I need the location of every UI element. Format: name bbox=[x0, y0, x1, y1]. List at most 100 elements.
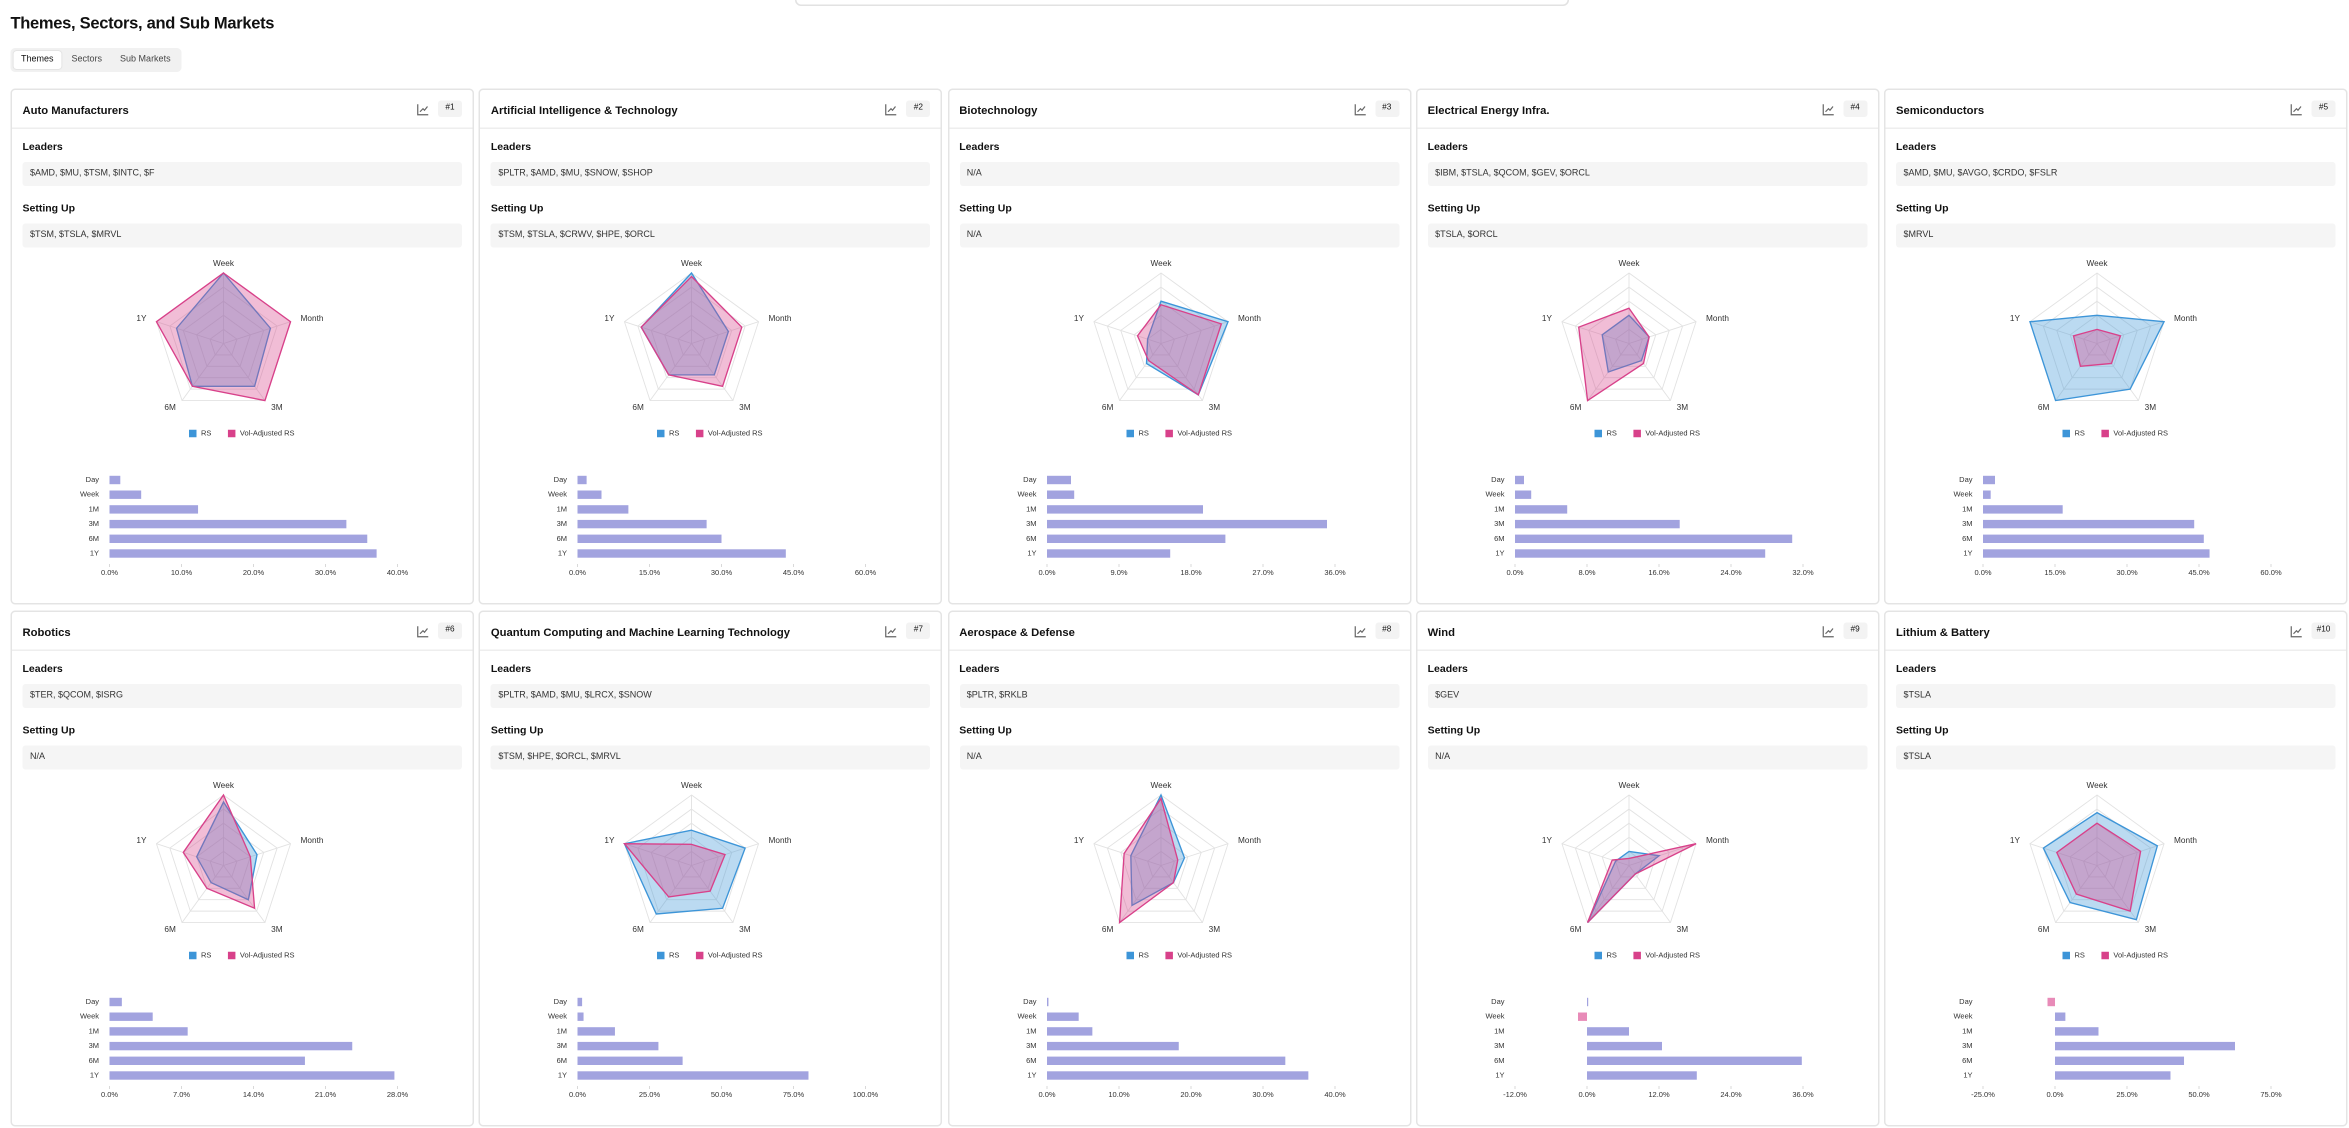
radar-spoke bbox=[1159, 343, 1203, 401]
radar-axis-label: 3M bbox=[271, 925, 283, 934]
leaders-box: $PLTR, $AMD, $MU, $LRCX, $SNOW bbox=[490, 684, 931, 708]
legend-label: Vol-Adjusted RS bbox=[1645, 428, 1700, 437]
legend-swatch bbox=[227, 429, 236, 438]
radar-ring bbox=[1092, 794, 1228, 923]
bar-category-label: Day bbox=[1959, 997, 1973, 1006]
bar bbox=[109, 490, 142, 499]
rank-badge: #10 bbox=[2311, 622, 2336, 639]
card-title: Semiconductors bbox=[1896, 103, 1985, 118]
rank-badge: #5 bbox=[2311, 100, 2336, 117]
bar bbox=[1514, 534, 1792, 543]
chart-icon[interactable] bbox=[885, 626, 897, 638]
divider bbox=[948, 649, 1410, 651]
chart-icon[interactable] bbox=[1822, 626, 1834, 638]
bar-category-label: 1Y bbox=[90, 1070, 99, 1079]
page-title: Themes, Sectors, and Sub Markets bbox=[10, 15, 275, 33]
radar-spoke bbox=[1561, 321, 1629, 344]
radar-ring bbox=[1092, 272, 1228, 401]
radar-ring bbox=[651, 822, 733, 901]
bar-category-label: Week bbox=[548, 1012, 567, 1021]
bar bbox=[1577, 1012, 1587, 1021]
legend-label: Vol-Adjusted RS bbox=[708, 428, 763, 437]
bar-category-label: 6M bbox=[557, 1056, 567, 1065]
setting-up-box: N/A bbox=[1427, 745, 1868, 770]
setting-up-box: $TSLA bbox=[1896, 745, 2336, 770]
radar-spoke bbox=[1628, 843, 1696, 866]
rank-badge: #8 bbox=[1374, 622, 1399, 639]
radar-spoke bbox=[2029, 843, 2098, 866]
icon-line bbox=[417, 104, 429, 116]
legend-swatch bbox=[189, 429, 197, 438]
radar-ring bbox=[1574, 808, 1683, 912]
icon-line bbox=[1822, 626, 1834, 638]
bar-category-label: 1Y bbox=[1963, 1070, 1972, 1079]
chart-icon[interactable] bbox=[1353, 104, 1366, 116]
tab[interactable]: Sub Markets bbox=[120, 55, 171, 65]
legend-swatch bbox=[1594, 951, 1602, 960]
x-tick-label: 21.0% bbox=[315, 1090, 337, 1099]
bar bbox=[1586, 1056, 1802, 1065]
bar bbox=[109, 1041, 353, 1051]
leaders-label: Leaders bbox=[22, 142, 63, 154]
bar bbox=[2055, 1071, 2171, 1080]
bar bbox=[577, 1027, 616, 1036]
radar-ring bbox=[1146, 850, 1175, 878]
x-tick-label: 30.0% bbox=[315, 568, 337, 577]
icon-line bbox=[885, 626, 897, 638]
chart-icon[interactable] bbox=[2290, 626, 2303, 638]
x-tick-label: 18.0% bbox=[1180, 568, 1202, 577]
bar-category-label: Week bbox=[1953, 1012, 1972, 1021]
bar-category-label: 1Y bbox=[1963, 548, 1972, 557]
card-title: Quantum Computing and Machine Learning T… bbox=[490, 625, 791, 640]
icon-line bbox=[1353, 104, 1365, 116]
bar bbox=[577, 1056, 683, 1065]
bar-category-label: Week bbox=[80, 1012, 99, 1021]
radar-spoke bbox=[691, 321, 760, 344]
x-tick-label: 0.0% bbox=[1578, 1090, 1595, 1099]
bar-category-label: Day bbox=[86, 475, 100, 484]
charts: Week Month 3M 6M 1Y RS Vol-Adjusted RS Day Week 1… bbox=[1017, 781, 1346, 1099]
radar-spoke bbox=[624, 843, 693, 866]
bar-category-label: 6M bbox=[1494, 534, 1504, 543]
legend-swatch bbox=[1125, 429, 1134, 438]
leaders-box: $GEV bbox=[1427, 684, 1868, 708]
bar-category-label: 3M bbox=[89, 519, 99, 528]
setting-up-box: $MRVL bbox=[1896, 223, 2336, 248]
radar-spoke bbox=[2096, 843, 2165, 866]
x-tick-label: 15.0% bbox=[2044, 568, 2066, 577]
radar-axis-label: 6M bbox=[1570, 403, 1582, 412]
radar-axis-label: 1Y bbox=[2010, 314, 2021, 323]
search-box[interactable] bbox=[795, 0, 1569, 6]
divider bbox=[12, 127, 473, 129]
x-tick-label: 45.0% bbox=[2188, 568, 2210, 577]
leaders-label: Leaders bbox=[1427, 142, 1468, 154]
chart-icon[interactable] bbox=[885, 104, 897, 116]
chart-icon[interactable] bbox=[1353, 626, 1366, 638]
radar-ring bbox=[182, 822, 265, 901]
theme-card: Auto Manufacturers #1 Leaders $AMD, $MU, $T… bbox=[10, 88, 474, 605]
card-title: Lithium & Battery bbox=[1896, 625, 1990, 640]
radar-ring bbox=[2029, 794, 2165, 923]
radar-area bbox=[195, 800, 258, 901]
chart-icon[interactable] bbox=[1822, 104, 1834, 116]
chart-icon[interactable] bbox=[417, 104, 429, 116]
radar-axis-label: 6M bbox=[1101, 925, 1113, 934]
icon-line bbox=[2290, 626, 2302, 638]
chart-icon[interactable] bbox=[417, 626, 429, 638]
bar-category-label: 6M bbox=[1962, 1056, 1972, 1065]
legend-swatch bbox=[227, 951, 236, 960]
tab[interactable]: Sectors bbox=[71, 55, 103, 65]
radar-spoke bbox=[223, 343, 266, 401]
radar-axis-label: 3M bbox=[2145, 403, 2157, 412]
tab[interactable]: Themes bbox=[13, 51, 62, 69]
chart-icon[interactable] bbox=[2290, 104, 2303, 116]
bar bbox=[1983, 490, 1991, 499]
bar-category-label: 3M bbox=[1025, 519, 1035, 528]
bar bbox=[1046, 549, 1170, 558]
radar-ring bbox=[1561, 272, 1697, 401]
leaders-box: $TSLA bbox=[1896, 684, 2336, 708]
bar bbox=[1983, 534, 2204, 543]
leaders-label: Leaders bbox=[1427, 664, 1468, 676]
icon-line bbox=[885, 104, 897, 116]
radar-axis-label: 1Y bbox=[2010, 836, 2021, 845]
